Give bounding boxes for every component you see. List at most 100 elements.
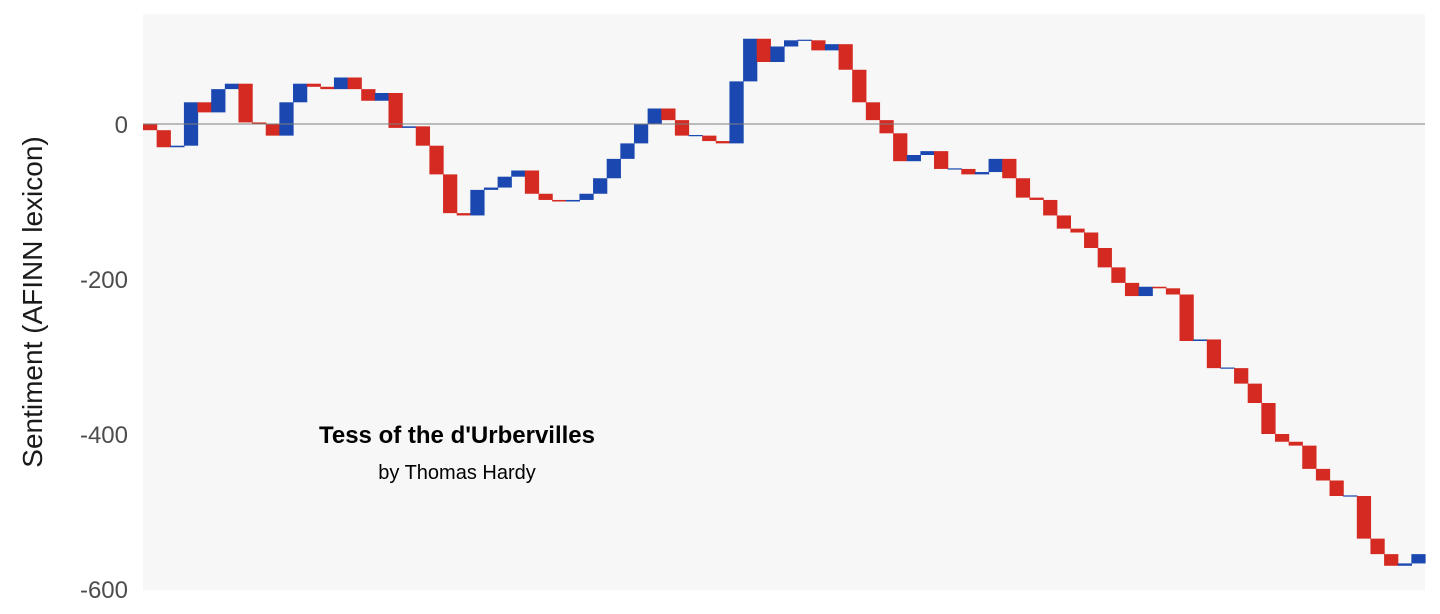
waterfall-bar <box>1288 441 1303 446</box>
waterfall-bar <box>293 83 308 103</box>
y-tick-labels: 0 -200 -400 -600 <box>80 112 128 604</box>
waterfall-bar <box>702 135 717 142</box>
waterfall-bar <box>1152 286 1167 289</box>
waterfall-bar <box>1111 267 1126 283</box>
waterfall-bar <box>374 93 390 101</box>
waterfall-bar <box>934 151 949 169</box>
waterfall-bar <box>1124 282 1140 297</box>
waterfall-bar <box>347 77 362 90</box>
waterfall-bar <box>429 145 444 175</box>
plot-background <box>143 14 1425 590</box>
waterfall-bar <box>497 176 512 188</box>
waterfall-bar <box>388 93 403 128</box>
waterfall-bar <box>197 102 212 113</box>
annotation-subtitle: by Thomas Hardy <box>378 462 535 484</box>
waterfall-bar <box>143 124 158 131</box>
waterfall-bar <box>743 38 758 82</box>
waterfall-bar <box>1138 286 1153 297</box>
waterfall-bar <box>729 81 744 144</box>
waterfall-bar <box>797 39 812 41</box>
waterfall-bar <box>211 89 226 113</box>
waterfall-bar <box>947 168 962 170</box>
y-tick-label: -400 <box>80 422 128 449</box>
waterfall-bar <box>756 38 771 62</box>
waterfall-bar <box>415 126 431 146</box>
waterfall-bar <box>593 178 608 194</box>
waterfall-bar <box>538 193 553 200</box>
waterfall-bar <box>920 151 935 156</box>
waterfall-bar <box>893 133 908 162</box>
waterfall-bar <box>879 120 894 134</box>
y-tick-label: -200 <box>80 267 128 294</box>
waterfall-bar <box>1370 538 1385 555</box>
waterfall-bar <box>1056 215 1072 229</box>
waterfall-bar <box>1343 495 1358 497</box>
waterfall-bar <box>1084 232 1099 248</box>
waterfall-bar <box>1329 480 1344 496</box>
waterfall-bar <box>1384 554 1399 566</box>
waterfall-bar <box>1097 248 1112 268</box>
waterfall-bar <box>1411 554 1426 564</box>
waterfall-bar <box>402 126 417 128</box>
waterfall-bar <box>511 170 526 177</box>
waterfall-bar <box>961 168 976 175</box>
waterfall-bar <box>361 89 376 101</box>
waterfall-bar <box>688 135 703 137</box>
waterfall-bar <box>1070 228 1085 233</box>
waterfall-bar <box>333 77 349 90</box>
waterfall-bar <box>824 44 840 51</box>
annotation-title: Tess of the d'Urbervilles <box>319 422 595 449</box>
waterfall-bar <box>633 124 649 144</box>
waterfall-bar <box>661 108 676 121</box>
waterfall-bar <box>1002 158 1017 179</box>
waterfall-bar <box>224 83 240 90</box>
waterfall-bar <box>279 102 294 136</box>
waterfall-bar <box>1179 294 1194 341</box>
waterfall-bar <box>552 199 567 202</box>
waterfall-bar <box>1397 563 1412 566</box>
waterfall-bar <box>483 187 499 190</box>
waterfall-bar <box>1165 288 1181 295</box>
waterfall-bar <box>1356 496 1372 539</box>
waterfall-bar <box>1029 197 1044 200</box>
waterfall-bar <box>988 158 1003 173</box>
waterfall-bar <box>1247 383 1262 404</box>
y-tick-label: 0 <box>115 112 128 139</box>
bar-group <box>143 38 1426 566</box>
waterfall-bar <box>606 158 621 179</box>
waterfall-bar <box>838 44 853 70</box>
waterfall-bar <box>865 102 881 121</box>
waterfall-bar <box>1261 403 1276 434</box>
waterfall-bar <box>1193 339 1208 341</box>
waterfall-bar <box>1043 199 1058 216</box>
waterfall-bar <box>647 108 662 124</box>
waterfall-bar <box>252 122 267 124</box>
waterfall-bar <box>565 199 581 202</box>
waterfall-bar <box>456 213 471 216</box>
waterfall-bar <box>156 130 171 148</box>
waterfall-bar <box>1315 468 1331 481</box>
waterfall-bar <box>974 172 990 175</box>
waterfall-bar <box>811 40 826 51</box>
waterfall-bar <box>320 86 335 90</box>
waterfall-bar <box>443 174 458 214</box>
waterfall-bar <box>1274 434 1290 442</box>
waterfall-bar <box>524 170 540 194</box>
waterfall-bar <box>715 141 731 144</box>
waterfall-bar <box>170 145 185 148</box>
waterfall-bar <box>306 83 321 87</box>
y-tick-label: -600 <box>80 577 128 604</box>
waterfall-bar <box>620 143 635 159</box>
waterfall-bar <box>906 155 921 162</box>
waterfall-bar <box>1234 368 1249 384</box>
waterfall-bar <box>1220 367 1235 369</box>
waterfall-bar <box>579 193 594 200</box>
waterfall-bar <box>1206 339 1222 369</box>
y-axis-title: Sentiment (AFINN lexicon) <box>17 136 48 467</box>
waterfall-bar <box>784 40 799 47</box>
waterfall-bar <box>470 189 485 216</box>
waterfall-bar <box>265 124 280 136</box>
waterfall-bar <box>1302 445 1317 469</box>
waterfall-bar <box>770 46 785 62</box>
